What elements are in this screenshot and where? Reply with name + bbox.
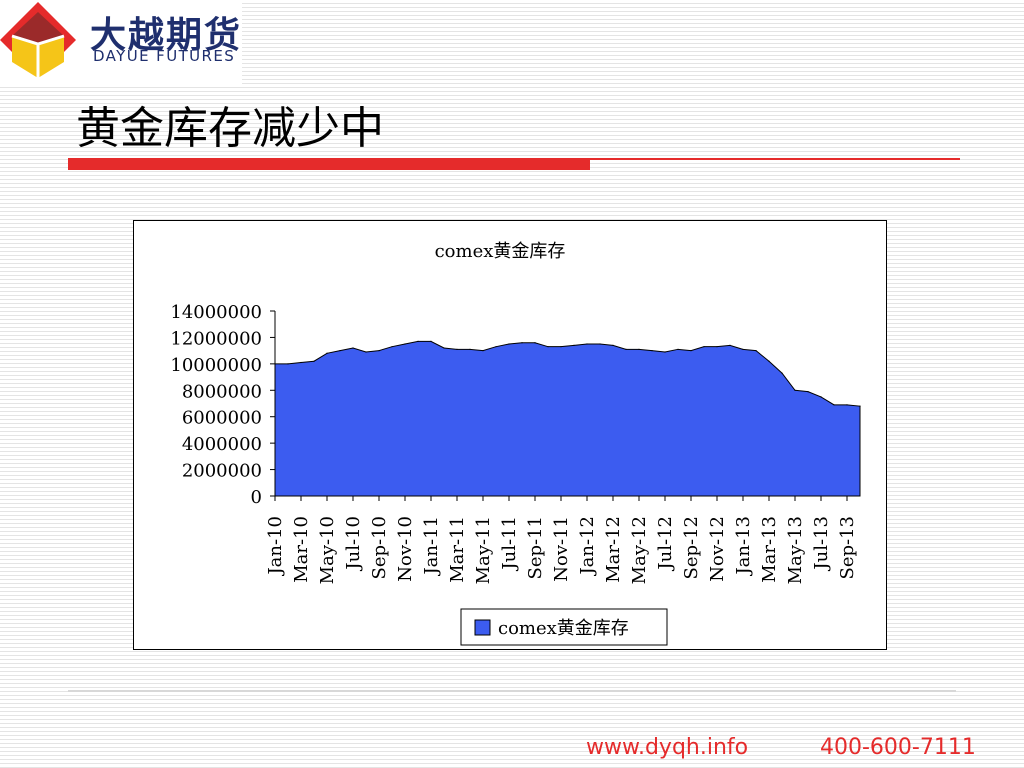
y-tick-label: 0: [251, 487, 262, 508]
data-point: [443, 347, 445, 349]
data-point: [677, 348, 679, 350]
x-tick-label: Jul-11: [499, 516, 520, 572]
x-tick-label: May-12: [629, 516, 650, 584]
data-point: [651, 350, 653, 352]
data-point: [586, 343, 588, 345]
data-point: [417, 340, 419, 342]
y-tick-label: 8000000: [182, 381, 262, 402]
data-point: [768, 360, 770, 362]
data-point: [690, 350, 692, 352]
brand-name-cn: 大越期货: [90, 15, 243, 56]
x-tick-label: Mar-12: [603, 516, 624, 583]
data-point: [287, 363, 289, 365]
data-point: [664, 351, 666, 353]
legend-swatch: [474, 619, 491, 636]
data-point: [352, 347, 354, 349]
data-point: [391, 346, 393, 348]
chart-panel: comex黄金库存 0 2000000 4000000 6000000 8000000 1…: [133, 220, 887, 650]
y-tick-label: 6000000: [182, 408, 262, 429]
data-point: [430, 340, 432, 342]
x-tick-label: Sep-11: [525, 516, 546, 580]
data-point: [638, 348, 640, 350]
x-tick-label: May-11: [473, 516, 494, 584]
x-tick-label: Jan-12: [577, 516, 598, 577]
x-tick-label: May-13: [785, 516, 806, 584]
title-underline-rule: [590, 158, 960, 160]
x-tick-label: May-10: [317, 516, 338, 584]
x-tick-label: Jan-13: [733, 516, 754, 577]
data-point: [521, 342, 523, 344]
y-tick-label: 12000000: [170, 328, 262, 349]
data-point: [846, 404, 848, 406]
data-point: [612, 344, 614, 346]
x-tick-label: Jul-13: [811, 516, 832, 572]
x-tick-label: Mar-13: [759, 516, 780, 583]
x-tick-label: Nov-10: [395, 516, 416, 582]
data-point: [625, 348, 627, 350]
data-point: [755, 350, 757, 352]
data-point: [859, 405, 861, 407]
page-title: 黄金库存减少中: [76, 103, 384, 154]
data-point: [378, 350, 380, 352]
x-tick-label: Nov-12: [707, 516, 728, 582]
legend-box: [460, 608, 668, 646]
x-tick-label: Jan-11: [421, 516, 442, 577]
data-point: [794, 389, 796, 391]
x-tick-label: Mar-11: [447, 516, 468, 583]
data-point: [508, 343, 510, 345]
y-tick-label: 2000000: [182, 461, 262, 482]
data-point: [547, 346, 549, 348]
data-point: [573, 344, 575, 346]
data-point: [703, 346, 705, 348]
y-axis: 0 2000000 4000000 6000000 8000000 10000000 120…: [170, 302, 276, 508]
logo: 大越期货 DAYUE FUTURES: [0, 0, 242, 86]
data-point: [456, 348, 458, 350]
brand-name-en: DAYUE FUTURES: [93, 47, 236, 65]
data-point: [599, 343, 601, 345]
data-point: [729, 344, 731, 346]
footer-phone-number: 400-600-7111: [820, 735, 976, 760]
data-point: [534, 342, 536, 344]
data-point: [820, 396, 822, 398]
data-point: [404, 343, 406, 345]
x-tick-label: Jul-10: [343, 516, 364, 572]
data-point: [365, 351, 367, 353]
legend: comex黄金库存: [460, 608, 668, 646]
data-point: [560, 346, 562, 348]
x-tick-label: Jan-10: [265, 516, 286, 577]
data-point: [274, 363, 276, 365]
y-tick-label: 14000000: [170, 302, 262, 323]
data-point: [300, 361, 302, 364]
data-point: [716, 346, 718, 348]
data-point: [339, 350, 341, 352]
x-tick-label: Mar-10: [291, 516, 312, 583]
data-point: [781, 372, 783, 374]
data-point: [807, 391, 809, 393]
x-tick-label: Sep-10: [369, 516, 390, 580]
title-underline-bar: [68, 158, 590, 170]
data-point: [313, 360, 315, 362]
plot-area: [274, 340, 861, 497]
legend-label: comex黄金库存: [498, 618, 629, 639]
footer-divider: [68, 690, 956, 692]
footer-website-link[interactable]: www.dyqh.info: [586, 735, 749, 760]
x-axis: Jan-10 Mar-10 May-10 Jul-10 Sep-10 Nov-10 Jan-…: [265, 495, 860, 584]
series-area: [274, 340, 861, 497]
logo-mark-icon: [0, 2, 76, 78]
data-point: [482, 350, 484, 352]
data-point: [742, 348, 744, 350]
data-point: [833, 404, 835, 406]
chart-title: comex黄金库存: [435, 241, 566, 262]
data-point: [326, 352, 328, 354]
data-point: [495, 346, 497, 348]
chart: comex黄金库存 0 2000000 4000000 6000000 8000000 1…: [170, 241, 861, 646]
x-tick-label: Sep-12: [681, 516, 702, 580]
data-point: [469, 348, 471, 350]
x-tick-label: Nov-11: [551, 516, 572, 582]
y-tick-label: 10000000: [170, 355, 262, 376]
x-tick-label: Sep-13: [837, 516, 858, 580]
x-tick-label: Jul-12: [655, 516, 676, 572]
y-tick-label: 4000000: [182, 434, 262, 455]
